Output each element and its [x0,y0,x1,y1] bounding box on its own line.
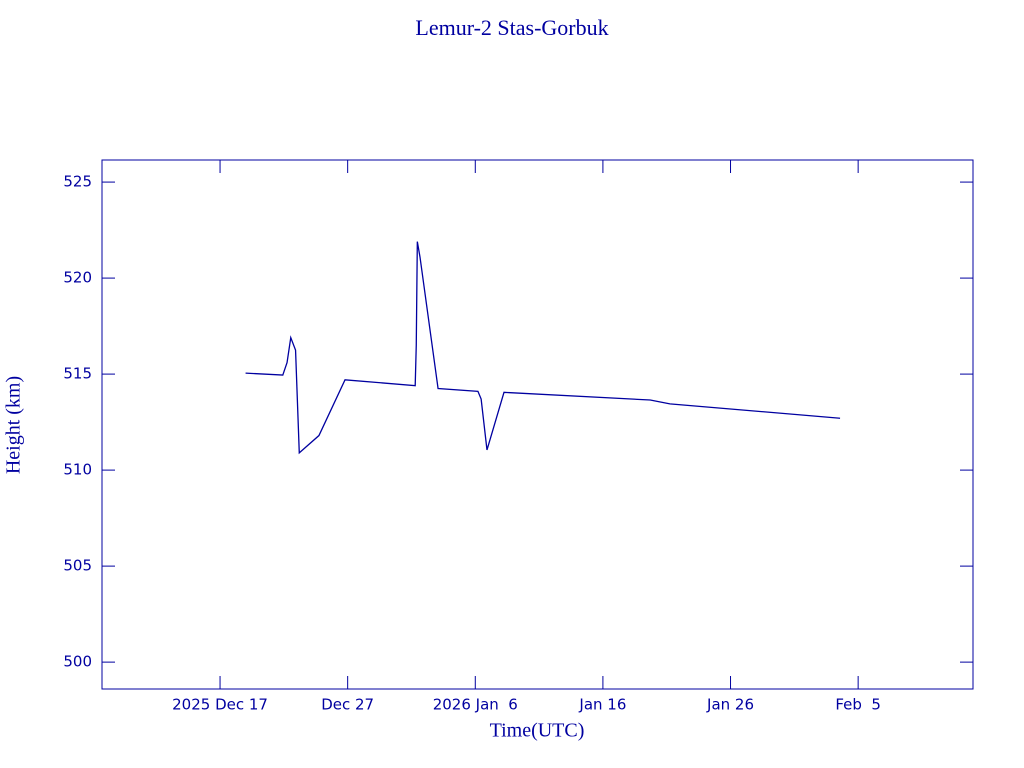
x-tick-label: Jan 16 [578,696,626,714]
x-tick-label: Jan 26 [706,696,754,714]
y-tick-label: 505 [63,557,92,575]
plot-frame [101,159,974,690]
y-tick-label: 525 [63,173,92,191]
y-tick-label: 515 [63,365,92,383]
chart-title: Lemur-2 Stas-Gorbuk [415,15,608,40]
x-axis-label: Time(UTC) [490,720,585,742]
x-tick-label: Dec 27 [321,696,374,714]
x-tick-label: Feb 5 [835,696,881,714]
y-tick-label: 500 [63,653,92,671]
y-axis-label: Height (km) [3,376,25,474]
y-tick-label: 520 [63,269,92,287]
x-tick-label: 2025 Dec 17 [172,696,268,714]
y-tick-label: 510 [63,461,92,479]
data-line [245,241,841,455]
x-tick-label: 2026 Jan 6 [433,696,518,714]
